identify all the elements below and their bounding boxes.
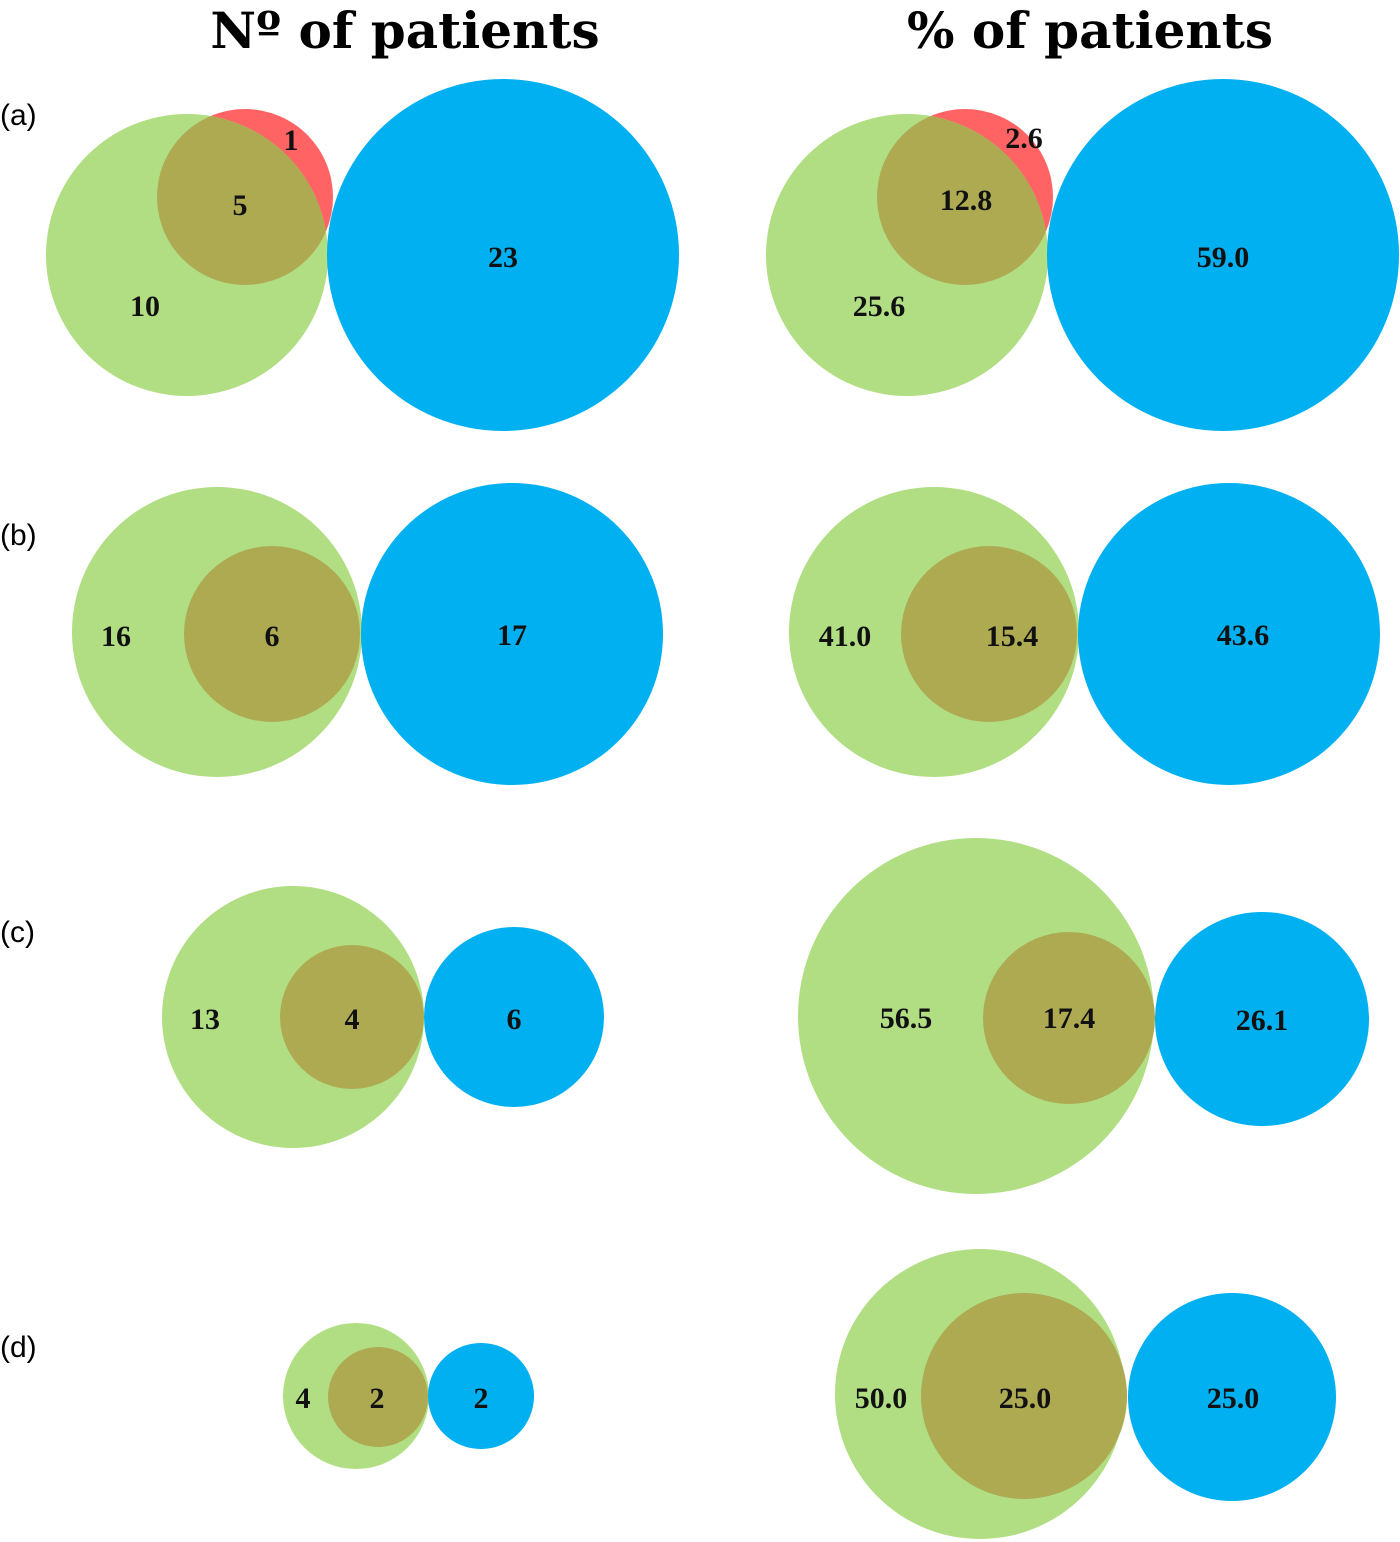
venn-row-d-percent: 50.0 25.0 25.0: [835, 1249, 1336, 1539]
overlap-region: [328, 1347, 428, 1447]
venn-row-c-count: 13 4 6: [162, 886, 604, 1148]
overlap-value: 15.4: [986, 620, 1039, 653]
overlap-value: 6: [265, 620, 280, 653]
blue-circle: [327, 79, 679, 431]
overlap-value: 12.8: [940, 184, 993, 217]
overlap-region: [280, 945, 424, 1089]
overlap-region: [983, 932, 1155, 1104]
blue-circle: [1155, 912, 1369, 1126]
overlap-region: [901, 546, 1077, 722]
red-only-value: 1: [284, 124, 299, 157]
blue-circle: [361, 483, 663, 785]
overlap-value: 2: [370, 1382, 385, 1415]
blue-value: 25.0: [1207, 1382, 1260, 1415]
blue-circle: [1047, 79, 1399, 431]
venn-row-b-count: 16 6 17: [72, 483, 663, 785]
green-only-value: 56.5: [880, 1002, 933, 1035]
blue-value: 43.6: [1217, 619, 1270, 652]
percent-column-title: % of patients: [907, 1, 1273, 60]
overlap-value: 17.4: [1043, 1002, 1096, 1035]
green-only-value: 41.0: [819, 620, 872, 653]
venn-row-a-percent: 25.6 12.8 2.6 59.0: [766, 79, 1399, 431]
green-circle: [798, 838, 1154, 1194]
blue-value: 6: [507, 1003, 522, 1036]
overlap-region: [184, 546, 360, 722]
blue-value: 2: [474, 1382, 489, 1415]
venn-row-c-percent: 56.5 17.4 26.1: [798, 838, 1369, 1194]
count-column-title: Nº of patients: [210, 1, 599, 60]
venn-row-d-count: 4 2 2: [283, 1323, 534, 1469]
overlap-value: 25.0: [999, 1382, 1052, 1415]
row-label-c: (c): [0, 916, 35, 949]
blue-value: 26.1: [1236, 1004, 1289, 1037]
overlap-value: 5: [233, 189, 248, 222]
blue-value: 17: [497, 619, 527, 652]
row-label-b: (b): [0, 519, 37, 552]
row-label-d: (d): [0, 1331, 37, 1364]
venn-row-b-percent: 41.0 15.4 43.6: [789, 483, 1380, 785]
green-only-value: 25.6: [853, 290, 906, 323]
blue-circle: [1078, 483, 1380, 785]
blue-circle: [428, 1343, 534, 1449]
blue-circle: [424, 927, 604, 1107]
overlap-region: [921, 1293, 1127, 1499]
green-only-value: 50.0: [855, 1382, 908, 1415]
overlap-value: 4: [345, 1003, 360, 1036]
blue-value: 59.0: [1197, 241, 1250, 274]
red-only-value: 2.6: [1005, 122, 1043, 155]
venn-row-a-count: 10 5 1 23: [46, 79, 679, 431]
green-only-value: 4: [296, 1382, 311, 1415]
green-only-value: 10: [130, 290, 160, 323]
green-only-value: 13: [190, 1003, 220, 1036]
blue-value: 23: [488, 241, 518, 274]
blue-circle: [1128, 1293, 1336, 1501]
green-only-value: 16: [101, 620, 131, 653]
row-label-a: (a): [0, 99, 37, 132]
